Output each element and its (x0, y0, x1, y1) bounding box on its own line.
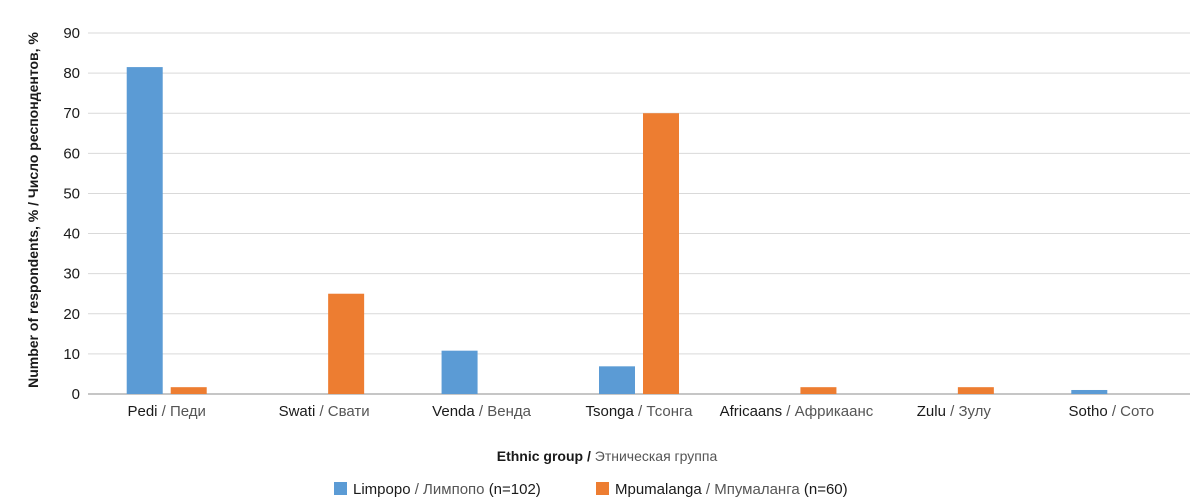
y-tick-label: 50 (63, 185, 80, 202)
y-tick-label: 60 (63, 145, 80, 162)
legend-label: Limpopo / Лимпопо (n=102) (353, 481, 541, 498)
bar-limpopo-venda (441, 350, 478, 394)
y-axis-ticks: 0 10 20 30 40 50 60 70 80 90 (63, 25, 80, 403)
x-axis-title-ru: Этническая группа (595, 448, 718, 464)
y-tick-label: 30 (63, 266, 80, 283)
x-category-label: Venda / Венда (432, 403, 531, 420)
legend-swatch (334, 482, 347, 495)
bar-mpumalanga-pedi (170, 387, 207, 394)
legend: Limpopo / Лимпопо (n=102) Mpumalanga / Мп… (334, 481, 848, 498)
x-category-label: Tsonga / Тсонга (586, 403, 694, 420)
x-category-label: Zulu / Зулу (917, 403, 992, 420)
y-tick-label: 70 (63, 105, 80, 122)
y-tick-label: 90 (63, 25, 80, 42)
y-tick-label: 40 (63, 226, 80, 243)
bar-mpumalanga-africaans (800, 387, 837, 394)
bar-limpopo-sotho (1071, 389, 1108, 394)
x-axis-title: Ethnic group / Этническая группа (497, 448, 718, 464)
y-tick-label: 0 (72, 386, 80, 403)
x-category-label: Sotho / Сото (1068, 403, 1154, 420)
legend-label: Mpumalanga / Мпумаланга (n=60) (615, 481, 848, 498)
y-axis-title: Number of respondents, % / Число респонд… (25, 32, 41, 388)
bar-mpumalanga-tsonga (643, 113, 679, 394)
bar-limpopo-pedi (126, 67, 163, 394)
bar-mpumalanga-zulu (957, 387, 994, 394)
y-tick-label: 10 (63, 346, 80, 363)
bar-mpumalanga-swati (328, 293, 365, 394)
x-category-label: Pedi / Педи (127, 403, 205, 420)
y-tick-label: 80 (63, 65, 80, 82)
x-axis-categories: Pedi / Педи Swati / Свати Venda / Венда Tso… (127, 403, 1154, 420)
x-category-label: Swati / Свати (279, 403, 370, 420)
bar-limpopo-tsonga (599, 366, 635, 394)
legend-swatch (596, 482, 609, 495)
x-category-label: Africaans / Африкаанс (720, 403, 874, 420)
gridlines (88, 32, 1190, 395)
y-tick-label: 20 (63, 306, 80, 323)
x-axis-title-en: Ethnic group (497, 448, 583, 464)
bars (126, 67, 1108, 394)
